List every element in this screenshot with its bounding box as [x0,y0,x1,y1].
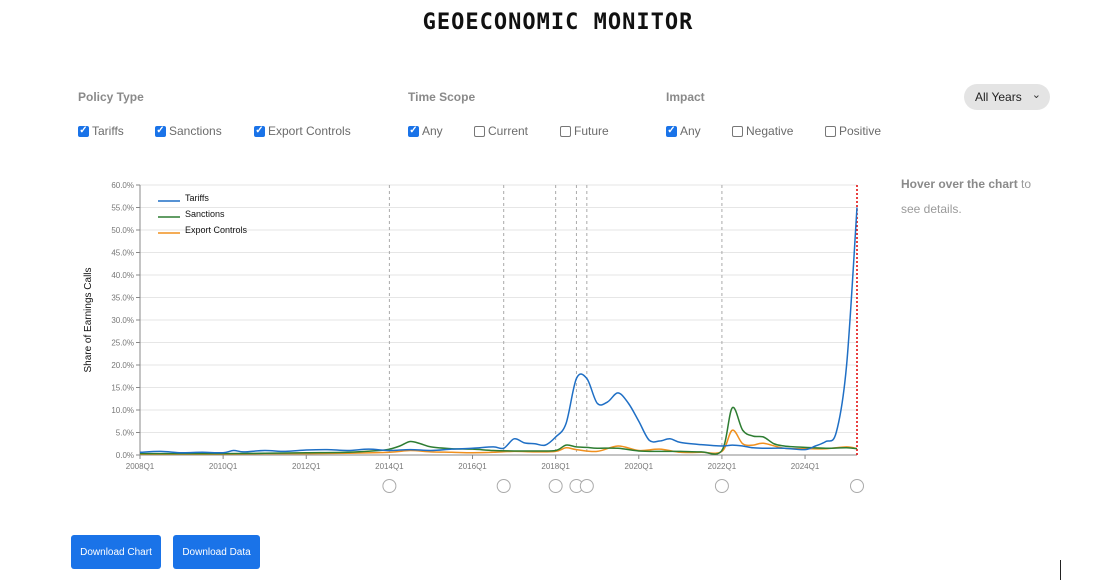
export-controls-checkbox[interactable]: Export Controls [254,124,351,138]
checkbox-box[interactable] [254,125,265,137]
hover-instructions: Hover over the chart to see details. [901,172,1051,222]
years-select[interactable]: All Years ⌄ [964,84,1050,110]
checkbox-label: Future [574,124,609,138]
event-marker[interactable] [548,479,563,493]
x-tick-label: 2008Q1 [126,462,155,471]
impact-any-checkbox[interactable]: Any [666,124,701,138]
checkbox-label: Export Controls [268,124,351,138]
legend-label: Sanctions [185,209,225,219]
x-tick-label: 2016Q1 [458,462,487,471]
checkbox-label: Any [422,124,443,138]
checkbox-label: Positive [839,124,882,138]
y-tick-label: 20.0% [111,361,134,370]
checkbox-label: Current [488,124,529,138]
impact-negative-checkbox[interactable]: Negative [732,124,793,138]
x-tick-label: 2024Q1 [791,462,820,471]
checkbox-box[interactable] [474,125,485,137]
tariffs-checkbox[interactable]: Tariffs [78,124,124,138]
x-tick-label: 2020Q1 [625,462,654,471]
text-cursor [1060,560,1061,580]
x-tick-label: 2014Q1 [375,462,404,471]
y-tick-label: 55.0% [111,204,134,213]
event-marker[interactable] [579,479,594,493]
y-tick-label: 50.0% [111,226,134,235]
hover-instructions-bold: Hover over the chart [901,177,1018,191]
y-tick-label: 45.0% [111,249,134,258]
download-chart-button[interactable]: Download Chart [71,535,161,569]
legend-label: Tariffs [185,193,209,203]
y-tick-label: 35.0% [111,294,134,303]
impact-positive-checkbox[interactable]: Positive [825,124,881,138]
series-line-tariffs [139,207,858,454]
sanctions-checkbox[interactable]: Sanctions [155,124,222,138]
checkbox-label: Sanctions [169,124,222,138]
download-data-button[interactable]: Download Data [173,535,260,569]
x-tick-label: 2018Q1 [541,462,570,471]
event-marker[interactable] [714,479,729,493]
x-tick-label: 2012Q1 [292,462,321,471]
series-line-export-controls [140,429,858,455]
years-select-value: All Years [975,90,1022,104]
y-tick-label: 10.0% [111,406,134,415]
y-tick-label: 40.0% [111,271,134,280]
policy-type-heading: Policy Type [78,90,144,104]
x-tick-label: 2022Q1 [708,462,737,471]
y-tick-label: 30.0% [111,316,134,325]
y-tick-label: 25.0% [111,339,134,348]
event-marker[interactable] [382,479,397,493]
checkbox-label: Any [680,124,701,138]
page-title: GEOECONOMIC MONITOR [422,10,694,35]
checkbox-box[interactable] [666,125,677,137]
y-tick-label: 5.0% [116,429,134,438]
checkbox-box[interactable] [155,125,166,137]
checkbox-label: Tariffs [92,124,124,138]
event-marker[interactable] [496,479,511,493]
checkbox-box[interactable] [825,125,836,137]
y-tick-label: 60.0% [111,181,134,190]
time-any-checkbox[interactable]: Any [408,124,443,138]
checkbox-box[interactable] [78,125,89,137]
time-future-checkbox[interactable]: Future [560,124,609,138]
x-tick-label: 2010Q1 [209,462,238,471]
checkbox-box[interactable] [408,125,419,137]
impact-heading: Impact [666,90,705,104]
checkbox-label: Negative [746,124,794,138]
legend-label: Export Controls [185,225,248,235]
y-axis-label: Share of Earnings Calls [83,267,94,372]
event-marker[interactable] [850,479,864,493]
time-scope-heading: Time Scope [408,90,476,104]
time-current-checkbox[interactable]: Current [474,124,528,138]
chevron-down-icon: ⌄ [1031,89,1041,101]
y-tick-label: 15.0% [111,384,134,393]
y-tick-label: 0.0% [116,451,134,460]
checkbox-box[interactable] [732,125,743,137]
checkbox-box[interactable] [560,125,571,137]
hover-instructions-rest: to see details. [901,177,1032,216]
